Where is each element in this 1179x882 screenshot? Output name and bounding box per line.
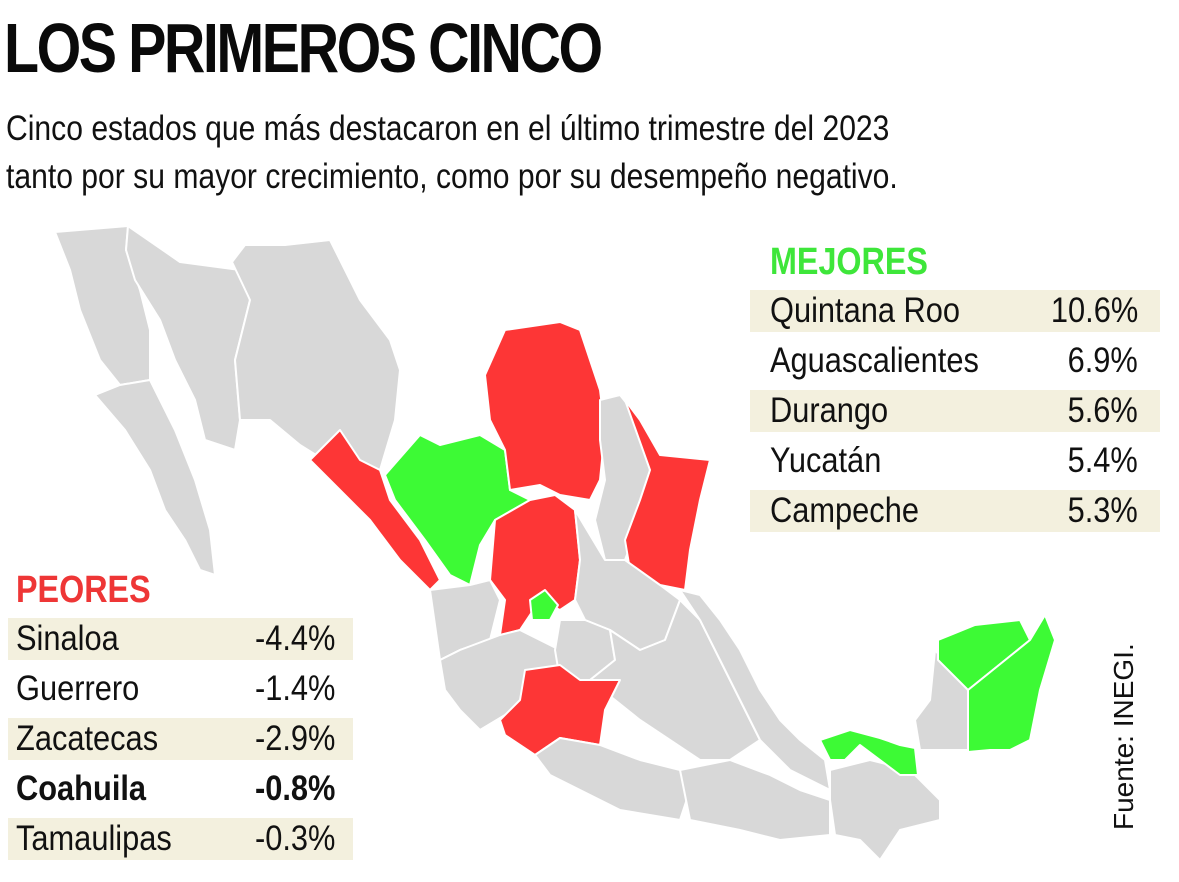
state-value: 5.4% [1067, 441, 1138, 480]
state-value: 5.6% [1067, 391, 1138, 430]
table-row: Zacatecas -2.9% [8, 718, 353, 760]
table-row: Sinaloa -4.4% [8, 618, 353, 660]
mexico-map [54, 225, 1056, 861]
best-heading: MEJORES [770, 241, 928, 283]
state-quintana-roo [967, 614, 1056, 753]
state-coahuila [484, 321, 606, 501]
state-name: Coahuila [16, 769, 147, 808]
state-value: -2.9% [254, 719, 335, 758]
state-name: Zacatecas [16, 719, 159, 758]
table-row: Durango 5.6% [750, 390, 1160, 432]
state-value: -1.4% [254, 669, 335, 708]
state-oaxaca [679, 759, 831, 841]
state-value: -0.3% [254, 819, 335, 858]
subtitle-line-1: Cinco estados que más destacaron en el ú… [6, 109, 890, 148]
state-chiapas [829, 759, 941, 861]
state-name: Guerrero [16, 669, 140, 708]
subtitle-line-2: tanto por su mayor crecimiento, como por… [6, 157, 898, 196]
state-value: 10.6% [1050, 291, 1138, 330]
state-name: Sinaloa [16, 619, 119, 658]
state-baja-california-sur [94, 379, 216, 576]
source-note: Fuente: INEGI. [1108, 643, 1139, 830]
state-value: -4.4% [254, 619, 335, 658]
best-states-panel: MEJORES Quintana Roo 10.6% Aguascaliente… [750, 240, 1160, 540]
state-guerrero [534, 737, 691, 821]
worst-heading: PEORES [16, 569, 151, 611]
state-veracruz [679, 589, 831, 791]
worst-states-panel: PEORES Sinaloa -4.4% Guerrero -1.4% Zaca… [8, 568, 353, 868]
state-name: Durango [770, 391, 889, 430]
state-value: -0.8% [254, 769, 335, 808]
page-title: LOS PRIMEROS CINCO [4, 9, 603, 87]
state-name: Quintana Roo [770, 291, 961, 330]
table-row: Tamaulipas -0.3% [8, 818, 353, 860]
state-value: 5.3% [1067, 491, 1138, 530]
state-zacatecas [489, 494, 581, 636]
state-tamaulipas [624, 399, 711, 591]
state-name: Aguascalientes [770, 341, 979, 380]
subtitle: Cinco estados que más destacaron en el ú… [6, 105, 898, 201]
table-row: Guerrero -1.4% [8, 668, 353, 710]
state-aguascalientes [529, 589, 559, 621]
table-row: Coahuila -0.8% [8, 768, 353, 810]
state-name: Campeche [770, 491, 919, 530]
table-row: Aguascalientes 6.9% [750, 340, 1160, 382]
table-row: Campeche 5.3% [750, 490, 1160, 532]
state-value: 6.9% [1067, 341, 1138, 380]
state-name: Yucatán [770, 441, 882, 480]
table-row: Yucatán 5.4% [750, 440, 1160, 482]
state-tabasco [819, 729, 919, 776]
state-sinaloa [309, 429, 441, 591]
state-chihuahua [231, 239, 401, 471]
table-row: Quintana Roo 10.6% [750, 290, 1160, 332]
state-name: Tamaulipas [16, 819, 172, 858]
